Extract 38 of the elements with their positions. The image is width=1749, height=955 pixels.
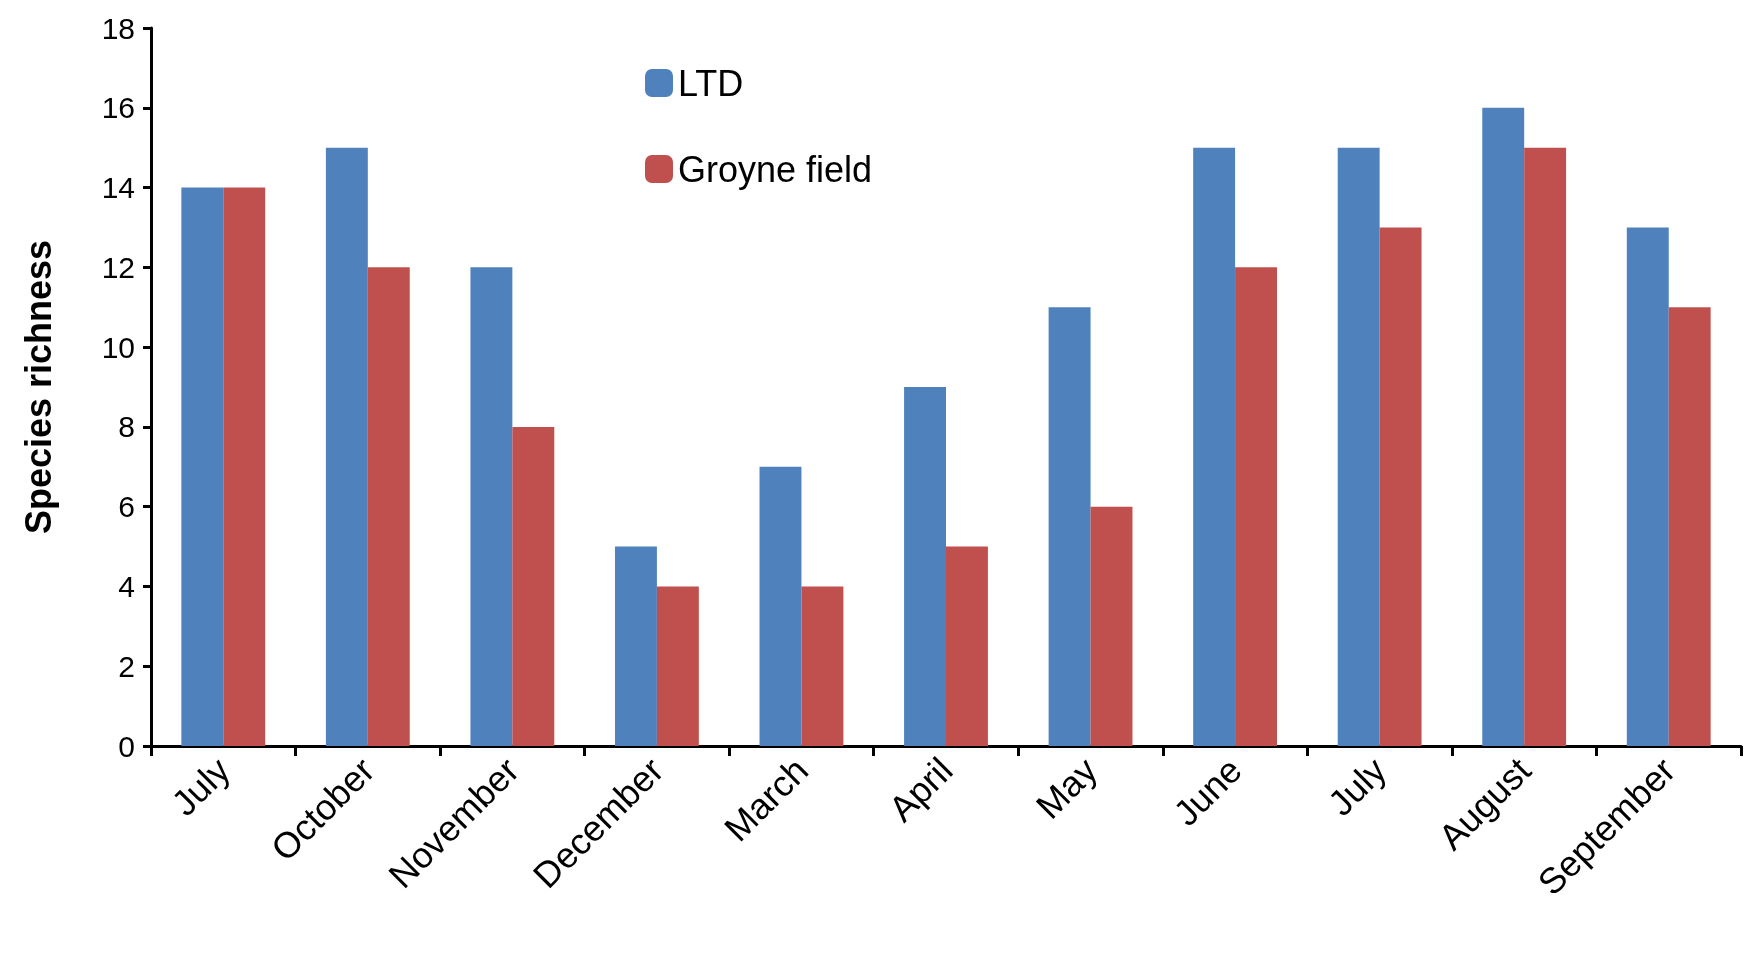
- bar: [946, 546, 988, 746]
- bar: [1337, 147, 1380, 746]
- y-tick-label: 14: [101, 171, 135, 205]
- bar: [1048, 307, 1091, 746]
- bar: [1524, 147, 1567, 746]
- bar: [1090, 506, 1133, 746]
- bar: [614, 546, 657, 746]
- bar: [181, 187, 224, 746]
- legend-label: Groyne field: [678, 148, 873, 190]
- y-tick-label: 0: [118, 729, 135, 763]
- bar: [325, 147, 368, 746]
- y-tick-label: 12: [101, 250, 135, 284]
- bar: [512, 426, 555, 746]
- bar: [1235, 267, 1278, 746]
- bar: [470, 267, 513, 746]
- legend-label: LTD: [678, 62, 744, 104]
- y-tick-label: 16: [101, 91, 135, 125]
- bar: [1626, 227, 1669, 746]
- y-tick-label: 6: [118, 490, 135, 524]
- y-axis-title: Species richness: [17, 239, 59, 535]
- y-tick-label: 18: [101, 11, 135, 45]
- bar: [904, 387, 946, 746]
- x-tick-label: May: [1027, 749, 1106, 827]
- bar: [1193, 147, 1236, 746]
- bar: [801, 586, 844, 746]
- bar: [656, 586, 699, 746]
- y-tick-label: 4: [118, 569, 135, 603]
- y-tick-label: 10: [101, 330, 135, 364]
- bar: [1482, 107, 1525, 746]
- bar: [367, 267, 410, 746]
- x-tick-label: July: [163, 749, 238, 824]
- bar: [759, 466, 802, 746]
- bar: [1379, 227, 1422, 746]
- bar: [1668, 307, 1711, 746]
- y-tick-label: 8: [118, 410, 135, 444]
- bar: [223, 187, 266, 746]
- y-tick-label: 2: [118, 649, 135, 683]
- x-tick-label: July: [1319, 749, 1395, 824]
